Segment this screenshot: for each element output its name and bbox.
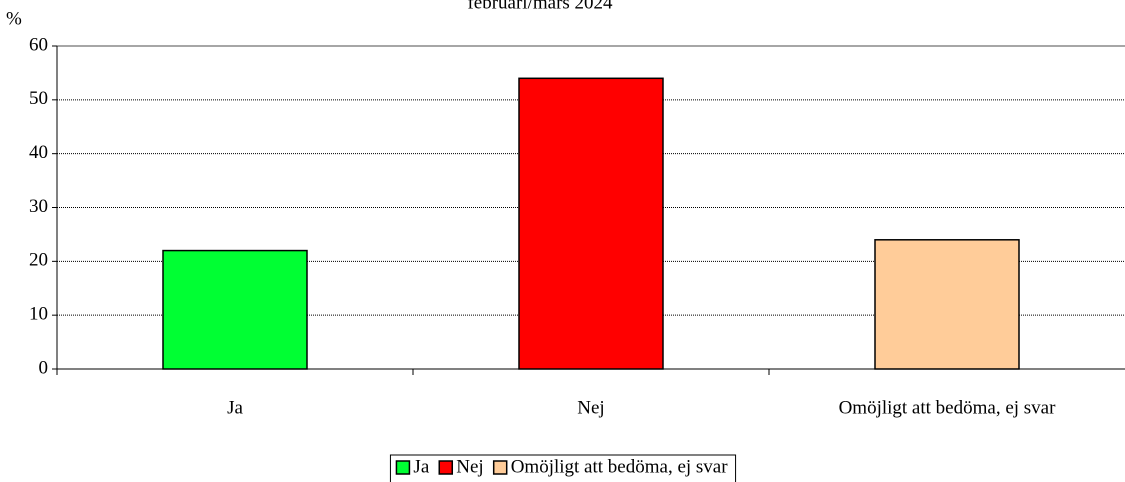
legend: Ja Nej Omöjligt att bedöma, ej svar: [389, 454, 737, 482]
y-tick-label: 50: [29, 88, 48, 109]
x-tick-label: Omöjligt att bedöma, ej svar: [839, 397, 1057, 418]
y-tick-label: 20: [29, 250, 48, 271]
legend-swatch: [492, 460, 508, 475]
x-tick-label: Nej: [577, 397, 604, 418]
legend-swatch: [438, 460, 454, 475]
y-tick-label: 0: [39, 357, 49, 378]
y-axis-label: %: [6, 8, 22, 29]
y-tick-label: 40: [29, 142, 48, 163]
bar: [518, 77, 664, 370]
y-tick-label: 10: [29, 304, 48, 325]
y-tick-label: 60: [29, 34, 48, 55]
legend-label: Ja: [413, 456, 429, 477]
bar: [874, 239, 1020, 370]
bar: [162, 249, 308, 370]
legend-box: [389, 454, 737, 482]
legend-label: Omöjligt att bedöma, ej svar: [511, 456, 729, 477]
legend-label: Nej: [456, 456, 483, 477]
legend-swatch: [395, 460, 411, 475]
x-tick-label: Ja: [227, 397, 243, 418]
chart-title: februari/mars 2024: [467, 0, 613, 13]
y-tick-label: 30: [29, 196, 48, 217]
